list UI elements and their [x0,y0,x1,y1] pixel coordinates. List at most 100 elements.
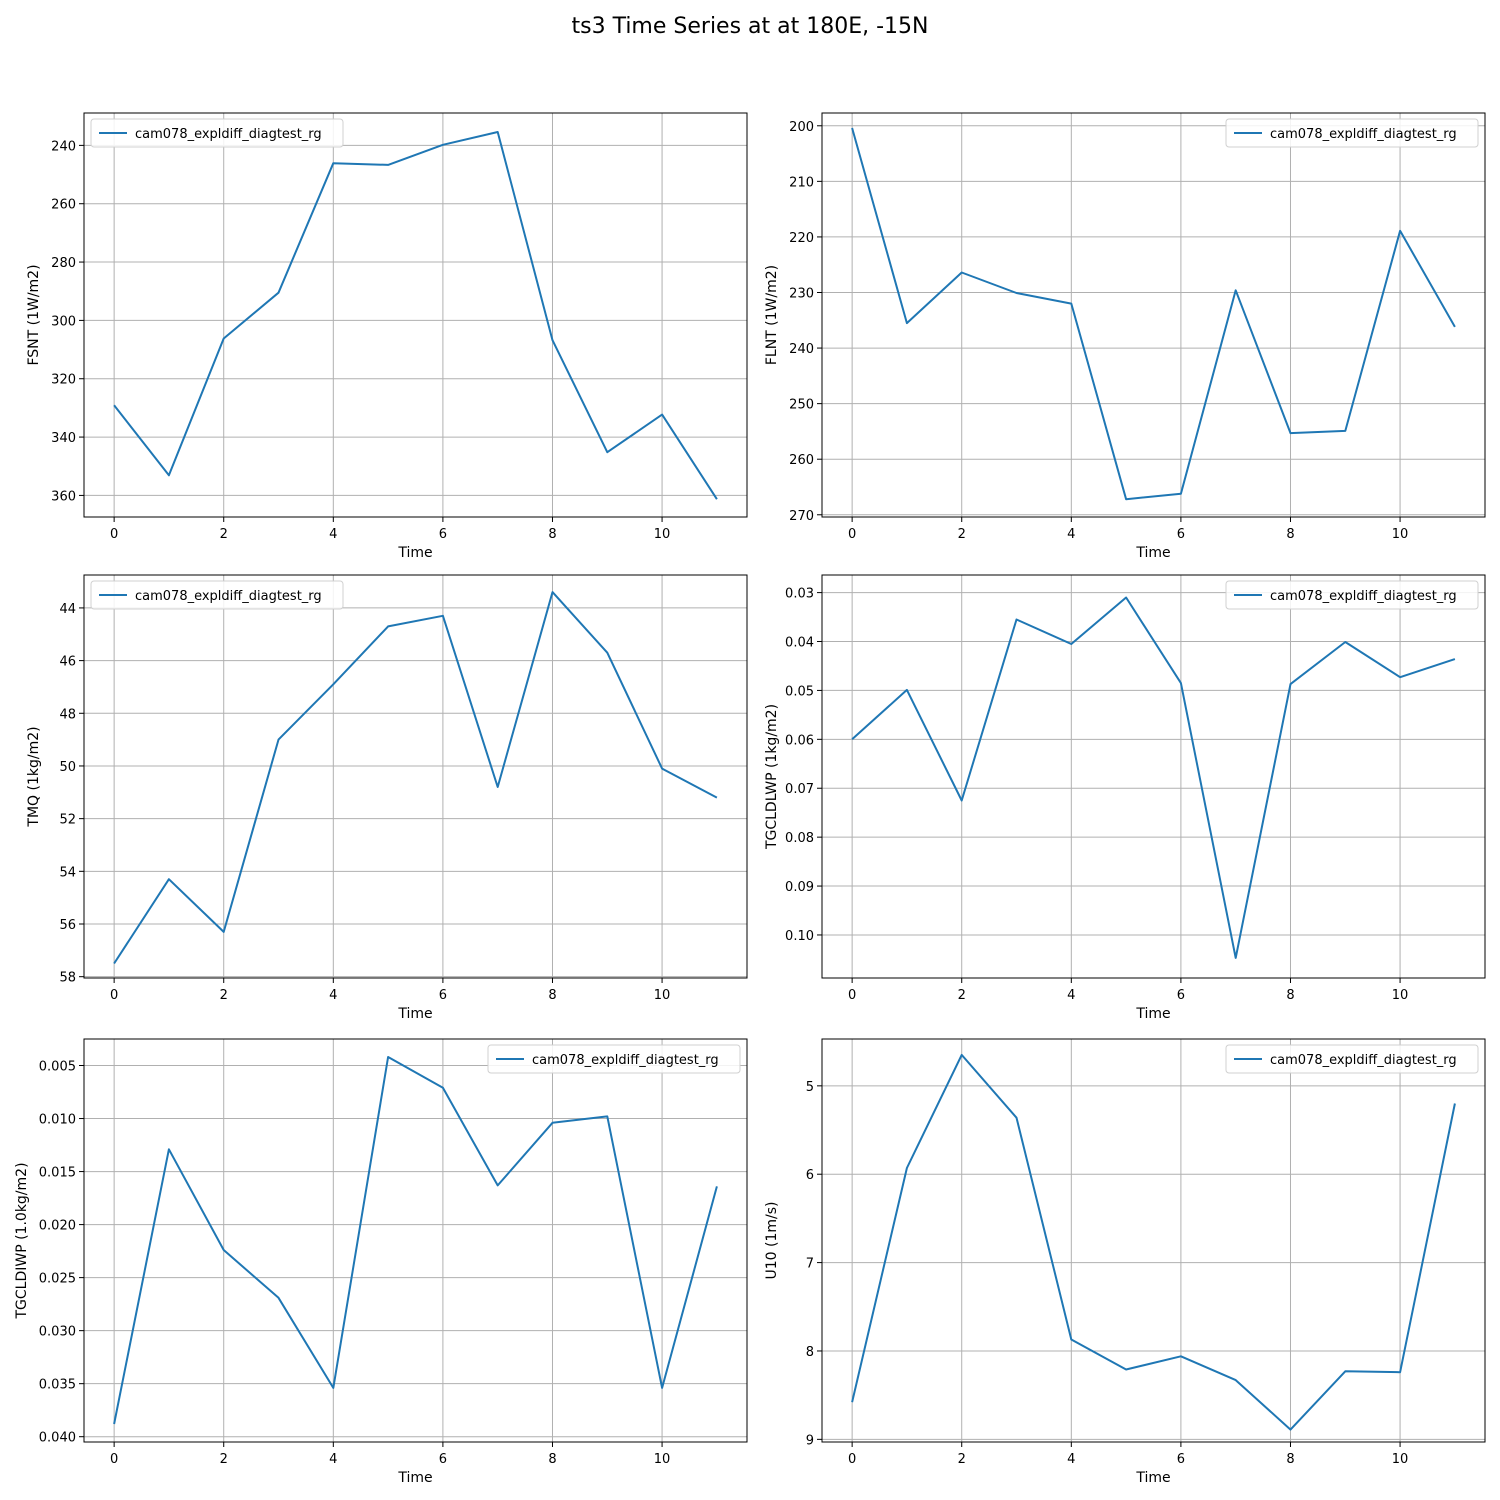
y-tick-label: 50 [59,760,76,775]
legend-label: cam078_expldiff_diagtest_rg [1270,589,1457,604]
y-axis-label: TGCLDLWP (1kg/m2) [764,704,780,850]
y-tick-label: 360 [51,489,76,504]
y-tick-label: 200 [789,120,814,135]
series-line [851,596,1456,959]
x-tick-label: 0 [848,527,856,542]
y-tick-label: 6 [806,1168,814,1183]
legend-label: cam078_expldiff_diagtest_rg [135,127,322,142]
x-tick-label: 8 [1286,1452,1294,1467]
y-tick-label: 260 [51,198,76,213]
x-tick-label: 4 [329,1452,337,1467]
x-tick-label: 4 [329,527,337,542]
subplot-5: 0 2 4 6 8 10 0.005 0.010 0.015 0.020 0.025 0.030 0.0… [14,1038,748,1486]
y-tick-label: 260 [789,453,814,468]
x-tick-label: 2 [958,988,966,1003]
x-tick-label: 0 [110,988,118,1003]
x-tick-label: 10 [654,1452,671,1467]
x-axis-label: Time [1135,545,1170,561]
y-tick-label: 48 [59,707,76,722]
x-tick-label: 6 [1177,527,1185,542]
y-tick-label: 44 [59,602,76,617]
y-tick-label: 250 [789,398,814,413]
y-tick-label: 210 [789,175,814,190]
y-tick-label: 230 [789,286,814,301]
series-line [113,131,718,500]
x-tick-label: 4 [329,988,337,1003]
legend-label: cam078_expldiff_diagtest_rg [1270,1053,1457,1068]
x-tick-label: 0 [848,988,856,1003]
y-tick-label: 0.010 [39,1113,76,1128]
axes-frame [821,1038,1486,1443]
y-tick-label: 0.08 [785,831,814,846]
subplot-6: 0 2 4 6 8 10 5 6 7 8 9 Time U10 (1m/s) cam078_expldif… [764,1038,1486,1486]
axes-frame [821,112,1486,518]
x-tick-label: 10 [654,988,671,1003]
y-tick-label: 280 [51,256,76,271]
x-axis-label: Time [1135,1006,1170,1022]
y-tick-label: 0.005 [39,1060,76,1075]
x-tick-label: 2 [220,1452,228,1467]
x-tick-label: 10 [1392,527,1409,542]
x-tick-label: 8 [1286,527,1294,542]
y-tick-label: 54 [59,865,76,880]
axes-frame [83,112,748,518]
x-tick-label: 2 [958,527,966,542]
y-tick-label: 240 [51,139,76,154]
y-tick-label: 0.10 [785,929,814,944]
y-tick-label: 0.03 [785,587,814,602]
legend-box [90,118,344,148]
x-axis-label: Time [397,1470,432,1486]
y-tick-label: 0.040 [39,1431,76,1446]
x-tick-label: 2 [220,527,228,542]
y-axis-label: FSNT (1W/m2) [26,264,42,365]
legend-label: cam078_expldiff_diagtest_rg [135,589,322,604]
x-axis-label: Time [1135,1470,1170,1486]
x-tick-label: 0 [110,527,118,542]
legend: cam078_expldiff_diagtest_rg [1225,1044,1479,1074]
x-tick-label: 10 [654,527,671,542]
y-tick-label: 240 [789,342,814,357]
x-tick-label: 6 [439,1452,447,1467]
y-tick-label: 320 [51,373,76,388]
y-tick-label: 340 [51,431,76,446]
legend-box [1225,118,1479,148]
y-tick-label: 8 [806,1345,814,1360]
y-tick-label: 0.020 [39,1219,76,1234]
x-tick-label: 8 [548,1452,556,1467]
x-tick-label: 4 [1067,1452,1075,1467]
x-tick-label: 6 [1177,988,1185,1003]
series-line [113,591,718,965]
x-axis-label: Time [397,545,432,561]
y-tick-label: 58 [59,971,76,986]
x-tick-label: 2 [958,1452,966,1467]
legend: cam078_expldiff_diagtest_rg [1225,580,1479,610]
y-tick-label: 0.015 [39,1166,76,1181]
figure-title: ts3 Time Series at at 180E, -15N [571,14,929,39]
y-tick-label: 0.04 [785,636,814,651]
y-tick-label: 0.05 [785,684,814,699]
y-tick-label: 300 [51,314,76,329]
y-tick-label: 7 [806,1257,814,1272]
y-tick-label: 46 [59,655,76,670]
y-tick-label: 0.06 [785,733,814,748]
y-axis-label: U10 (1m/s) [764,1202,780,1280]
y-tick-label: 56 [59,918,76,933]
y-axis-label: TGCLDIWP (1.0kg/m2) [14,1162,30,1319]
x-tick-label: 6 [439,527,447,542]
legend: cam078_expldiff_diagtest_rg [90,118,344,148]
x-tick-label: 10 [1392,1452,1409,1467]
legend-box [1225,1044,1479,1074]
subplot-2: 0 2 4 6 8 10 200 210 220 230 240 250 260 270 Time FLNT … [764,112,1486,561]
axes-frame [821,574,1486,979]
y-axis-label: FLNT (1W/m2) [764,265,780,365]
series-line [113,1056,718,1425]
x-tick-label: 10 [1392,988,1409,1003]
legend-box [1225,580,1479,610]
x-tick-label: 8 [1286,988,1294,1003]
y-axis-label: TMQ (1kg/m2) [26,726,42,827]
x-tick-label: 4 [1067,527,1075,542]
y-tick-label: 0.07 [785,782,814,797]
legend: cam078_expldiff_diagtest_rg [487,1044,741,1074]
